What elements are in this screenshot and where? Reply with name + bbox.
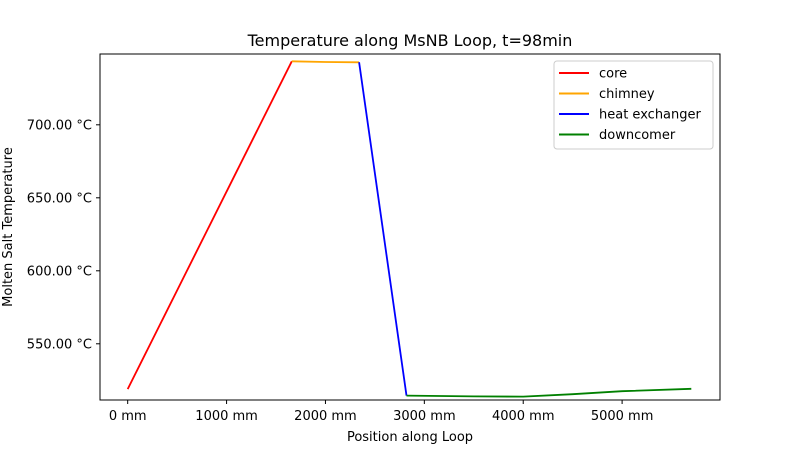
legend-label-chimney: chimney <box>599 87 655 102</box>
series-layer <box>126 60 692 398</box>
series-line-downcomer <box>406 387 692 398</box>
series-line-heat-exchanger <box>358 62 408 396</box>
legend-label-downcomer: downcomer <box>599 128 676 143</box>
x-tick-label: 3000 mm <box>393 409 456 424</box>
y-tick-label: 650.00 °C <box>27 191 92 206</box>
x-axis-label: Position along Loop <box>347 430 473 445</box>
legend: core chimney heat exchanger downcomer <box>553 60 714 150</box>
y-tick-label: 550.00 °C <box>27 337 92 352</box>
legend-label-core: core <box>599 67 627 82</box>
y-tick-label: 700.00 °C <box>27 118 92 133</box>
legend-box <box>553 60 714 150</box>
x-tick-label: 2000 mm <box>294 409 357 424</box>
y-tick-label: 600.00 °C <box>27 264 92 279</box>
chart-title: Temperature along MsNB Loop, t=98min <box>247 31 573 50</box>
series-line-chimney <box>291 60 360 64</box>
series-line-core <box>126 60 293 390</box>
y-axis-label: Molten Salt Temperature <box>1 147 16 307</box>
x-tick-label: 4000 mm <box>492 409 555 424</box>
x-axis: 0 mm 1000 mm 2000 mm 3000 mm 4000 mm 5000 mm <box>109 400 654 424</box>
x-tick-label: 5000 mm <box>591 409 654 424</box>
x-tick-label: 1000 mm <box>195 409 258 424</box>
y-axis: 550.00 °C 600.00 °C 650.00 °C 700.00 °C <box>27 118 100 352</box>
x-tick-label: 0 mm <box>109 409 147 424</box>
plot-frame <box>99 53 721 401</box>
legend-label-heat-exchanger: heat exchanger <box>599 108 702 123</box>
